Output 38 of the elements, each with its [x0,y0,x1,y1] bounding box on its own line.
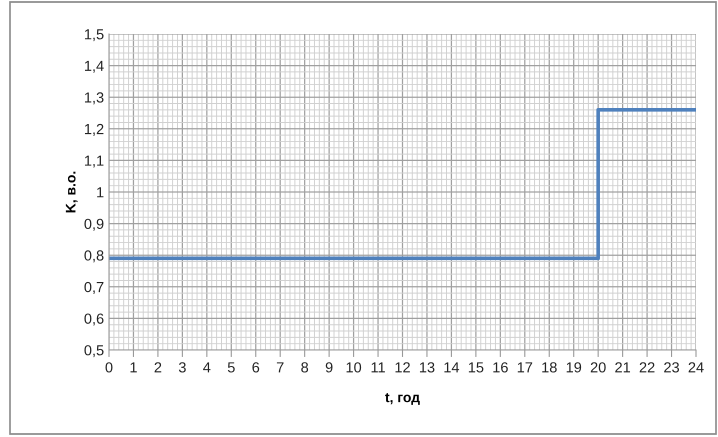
x-tick-label: 13 [420,362,434,373]
x-tick-label: 4 [203,362,210,372]
y-tick-label: 1,2 [84,124,104,136]
x-tick-label: 14 [444,362,460,372]
x-tick-label: 0 [106,362,112,373]
y-tick-label: 0,5 [84,345,104,358]
x-tick-label: 17 [518,362,532,372]
x-tick-label: 1 [130,362,137,372]
y-tick-label: 1,3 [84,92,104,104]
y-tick-label: 0,7 [84,282,104,294]
x-tick-label: 6 [252,362,260,373]
y-tick-label: 1,1 [84,156,104,168]
x-tick-label: 8 [301,362,308,373]
x-axis-title: t, год [385,393,420,405]
y-tick-label: 0,9 [84,218,104,231]
y-tick-label: 1,5 [84,29,104,42]
x-tick-label: 18 [542,362,557,373]
x-tick-label: 12 [396,362,410,372]
x-tick-label: 21 [615,362,630,372]
x-tick-label: 24 [688,362,704,372]
x-tick-label: 19 [566,362,582,373]
y-tick-label: 1 [97,187,104,198]
x-tick-label: 2 [154,362,162,372]
y-tick-label: 0,6 [84,314,104,326]
x-tick-label: 15 [468,362,484,373]
y-axis-title: K, в.о. [66,172,78,212]
x-tick-label: 9 [326,362,332,373]
y-tick-label: 0,8 [84,250,104,262]
x-tick-label: 22 [640,362,654,372]
x-tick-label: 20 [590,362,606,373]
y-tick-label: 1,4 [84,60,104,73]
x-tick-label: 7 [276,362,284,372]
x-tick-label: 10 [346,362,362,373]
x-tick-label: 16 [493,362,508,373]
x-tick-label: 11 [372,362,385,372]
x-tick-label: 3 [178,362,186,373]
x-tick-label: 5 [228,362,235,373]
x-tick-label: 23 [664,362,680,373]
